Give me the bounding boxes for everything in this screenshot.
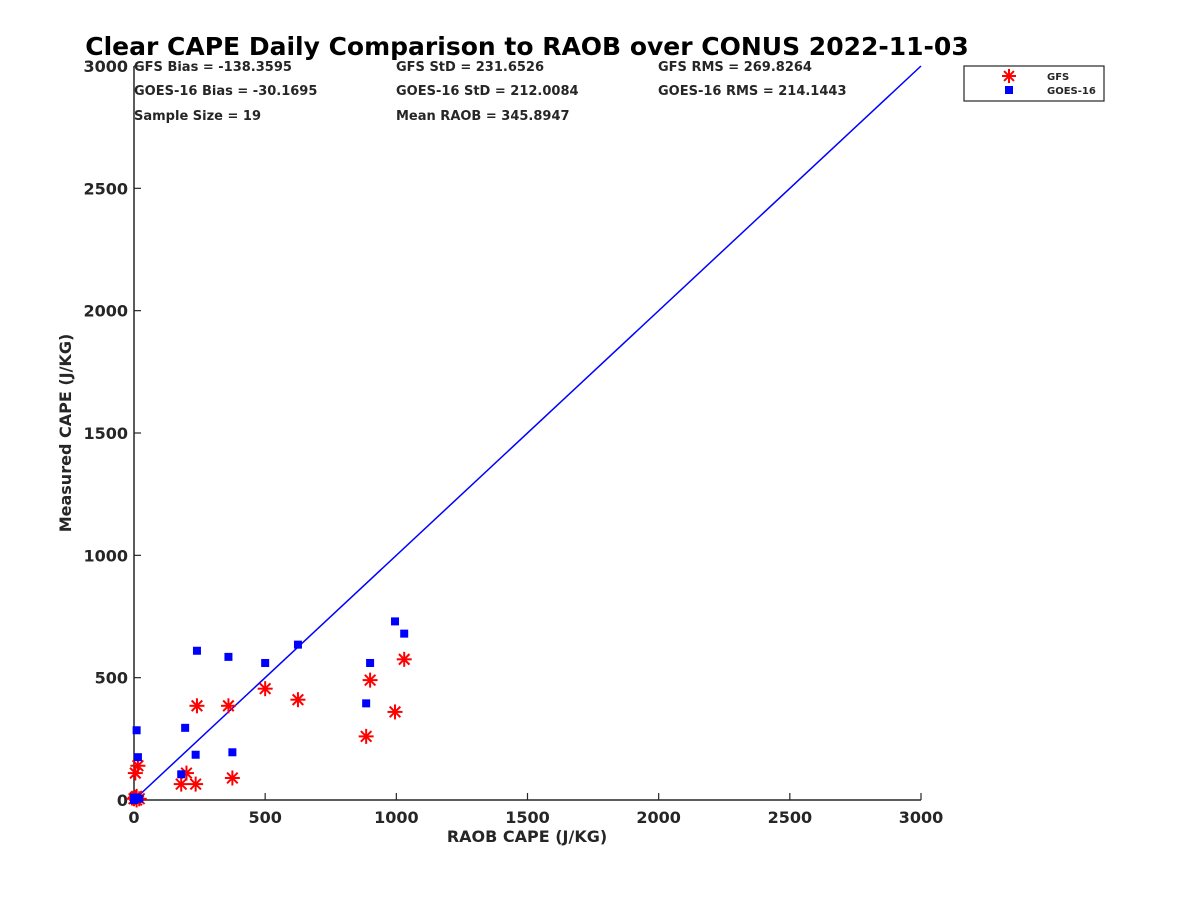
gfs-point: [220, 698, 236, 714]
data-markers: [126, 617, 412, 808]
y-axis-label: Measured CAPE (J/KG): [56, 334, 75, 533]
gfs-point: [188, 776, 204, 792]
goes16-point: [177, 770, 186, 779]
stat-label: GFS Bias = -138.3595: [134, 60, 292, 75]
x-tick-label: 2500: [768, 808, 813, 827]
x-tick-label: 1000: [374, 808, 419, 827]
goes16-point: [293, 640, 302, 649]
stat-label: Mean RAOB = 345.8947: [396, 109, 570, 124]
y-tick-label: 1500: [83, 424, 128, 443]
gfs-point: [387, 704, 403, 720]
goes16-point: [366, 658, 375, 667]
legend-gfs-marker: [1002, 69, 1016, 83]
gfs-point: [127, 765, 143, 781]
chart-title: Clear CAPE Daily Comparison to RAOB over…: [85, 32, 968, 61]
goes16-point: [261, 658, 270, 667]
legend-label: GOES-16: [1047, 86, 1096, 97]
gfs-point: [257, 681, 273, 697]
legend: GFS GOES-16: [963, 65, 1105, 102]
goes16-point: [224, 652, 233, 661]
stats-annotations: GFS Bias = -138.3595 GFS StD = 231.6526 GF…: [134, 60, 847, 124]
y-tick-label: 0: [117, 791, 128, 810]
y-tick-label: 3000: [83, 57, 128, 76]
x-tick-label: 500: [248, 808, 281, 827]
legend-label: GFS: [1047, 72, 1069, 83]
gfs-point: [396, 651, 412, 667]
x-tick-label: 2000: [636, 808, 681, 827]
axis-ticks: 0 500 1000 1500 2000 2500 3000 0 500 1000 1500 2000…: [83, 57, 943, 827]
stat-label: GFS StD = 231.6526: [396, 60, 544, 75]
legend-box: [963, 65, 1105, 102]
one-to-one-line: [133, 65, 922, 801]
x-tick-label: 3000: [899, 808, 944, 827]
gfs-point: [362, 672, 378, 688]
stat-label: Sample Size = 19: [134, 109, 261, 124]
y-tick-label: 2500: [83, 179, 128, 198]
goes16-point: [130, 793, 138, 802]
x-tick-label: 1500: [505, 808, 550, 827]
y-tick-label: 1000: [83, 546, 128, 565]
goes16-point: [132, 726, 141, 735]
legend-goes16-marker: [1005, 86, 1013, 94]
goes16-point: [192, 646, 201, 655]
stat-label: GOES-16 RMS = 214.1443: [658, 84, 847, 99]
gfs-point: [189, 698, 205, 714]
y-tick-label: 500: [95, 669, 128, 688]
gfs-point: [290, 692, 306, 708]
goes16-point: [362, 699, 371, 708]
gfs-point: [358, 728, 374, 744]
gfs-point: [173, 776, 189, 792]
goes16-point: [191, 750, 200, 759]
goes16-point: [181, 723, 190, 732]
gfs-point: [130, 758, 146, 774]
x-tick-label: 0: [128, 808, 139, 827]
stat-label: GOES-16 StD = 212.0084: [396, 84, 579, 99]
y-tick-label: 2000: [83, 302, 128, 321]
stat-label: GFS RMS = 269.8264: [658, 60, 812, 75]
goes16-point: [400, 629, 409, 638]
goes16-point: [133, 753, 142, 762]
goes16-point: [391, 617, 400, 626]
gfs-point: [224, 770, 240, 786]
goes16-point: [228, 748, 237, 757]
x-axis-label: RAOB CAPE (J/KG): [447, 827, 607, 846]
stat-label: GOES-16 Bias = -30.1695: [134, 84, 317, 99]
